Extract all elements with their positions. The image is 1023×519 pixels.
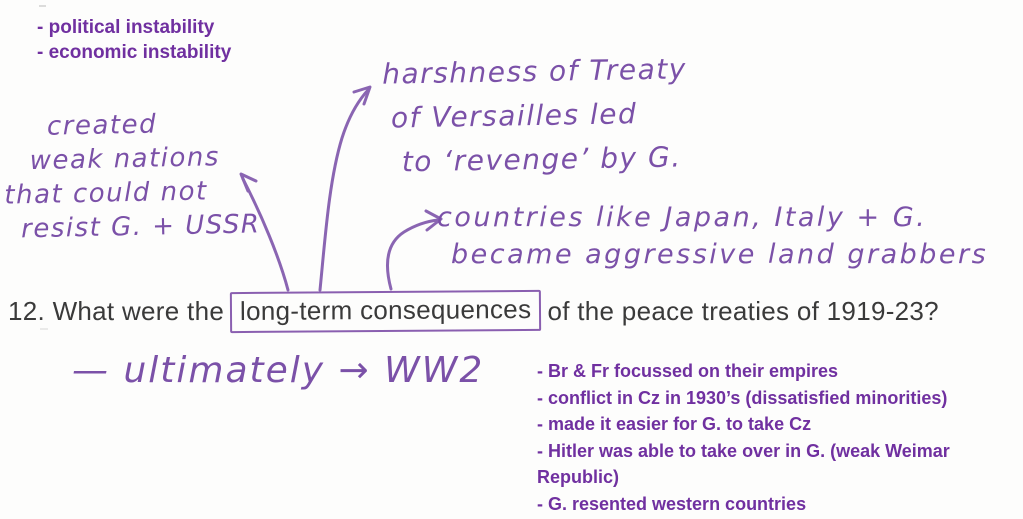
typed-note-line: - economic instability	[37, 42, 232, 63]
typed-note-top-left: - political instability - economic insta…	[37, 15, 231, 65]
handwritten-line: harshness of Treaty	[381, 52, 688, 91]
question-text: 12. What were the long-term consequences…	[8, 289, 939, 334]
question-prefix: 12. What were the	[8, 296, 225, 326]
handwritten-note-weak-nations: created weak nations that could not resi…	[3, 105, 261, 246]
handwritten-note-ultimately: — ultimately → WW2	[72, 350, 485, 391]
typed-note-line: - made it easier for G. to take Cz	[537, 414, 812, 435]
handwritten-line: became aggressive land grabbers	[451, 239, 989, 270]
handwritten-line: countries like Japan, Italy + G.	[437, 202, 928, 233]
handwritten-note-aggressors: countries like Japan, Italy + G. became …	[437, 199, 988, 273]
scan-artifact	[40, 328, 48, 330]
typed-note-line: - political instability	[37, 17, 215, 38]
typed-note-line: - Hitler was able to take over in G. (we…	[537, 440, 950, 488]
scan-artifact	[39, 5, 46, 7]
question-suffix: of the peace treaties of 1919-23?	[547, 296, 939, 326]
handwritten-line: of Versailles led	[390, 97, 638, 135]
arrow-to-versailles-note	[318, 88, 370, 292]
arrow-to-aggressors-note	[385, 218, 440, 291]
handwritten-line: that could not	[4, 176, 208, 211]
handwritten-line: to ‘revenge’ by G.	[401, 140, 682, 179]
boxed-phrase: long-term consequences	[229, 289, 542, 334]
handwritten-line: created	[46, 109, 158, 142]
typed-note-line: - conflict in Cz in 1930’s (dissatisfied…	[537, 387, 948, 408]
typed-note-bottom-right: - Br & Fr focussed on their empires - co…	[537, 358, 1021, 518]
arrow-to-versailles-note-head	[352, 85, 372, 106]
handwritten-line: weak nations	[29, 142, 221, 177]
typed-note-line: - Br & Fr focussed on their empires	[537, 361, 839, 381]
typed-note-line: - G. resented western countries	[537, 493, 807, 514]
handwritten-note-versailles: harshness of Treaty of Versailles led to…	[382, 47, 689, 184]
handwritten-line: resist G. + USSR	[20, 209, 261, 245]
